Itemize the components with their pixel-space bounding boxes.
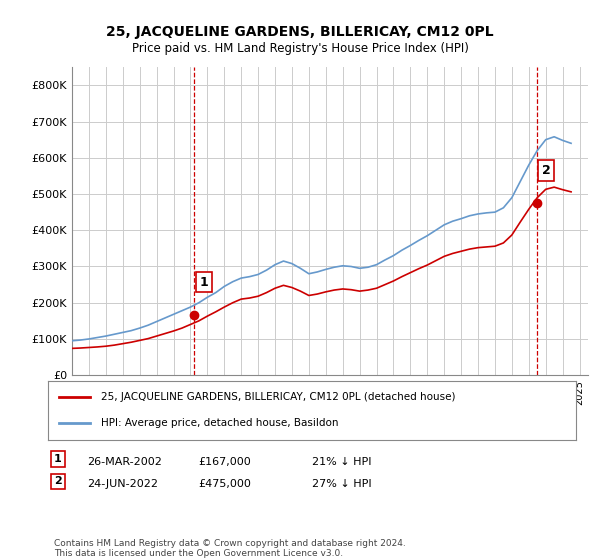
Text: 1: 1: [54, 454, 62, 464]
Text: 26-MAR-2002: 26-MAR-2002: [87, 457, 162, 467]
Text: 24-JUN-2022: 24-JUN-2022: [87, 479, 158, 489]
Text: Contains HM Land Registry data © Crown copyright and database right 2024.: Contains HM Land Registry data © Crown c…: [54, 539, 406, 548]
Text: HPI: Average price, detached house, Basildon: HPI: Average price, detached house, Basi…: [101, 418, 338, 428]
Text: £167,000: £167,000: [198, 457, 251, 467]
Text: 25, JACQUELINE GARDENS, BILLERICAY, CM12 0PL: 25, JACQUELINE GARDENS, BILLERICAY, CM12…: [106, 25, 494, 39]
Text: 27% ↓ HPI: 27% ↓ HPI: [312, 479, 371, 489]
Text: 1: 1: [199, 276, 208, 289]
Text: 25, JACQUELINE GARDENS, BILLERICAY, CM12 0PL (detached house): 25, JACQUELINE GARDENS, BILLERICAY, CM12…: [101, 392, 455, 402]
Text: 2: 2: [54, 477, 62, 487]
Text: £475,000: £475,000: [198, 479, 251, 489]
Text: 2: 2: [542, 164, 551, 177]
Text: This data is licensed under the Open Government Licence v3.0.: This data is licensed under the Open Gov…: [54, 549, 343, 558]
Text: 21% ↓ HPI: 21% ↓ HPI: [312, 457, 371, 467]
Text: Price paid vs. HM Land Registry's House Price Index (HPI): Price paid vs. HM Land Registry's House …: [131, 42, 469, 55]
